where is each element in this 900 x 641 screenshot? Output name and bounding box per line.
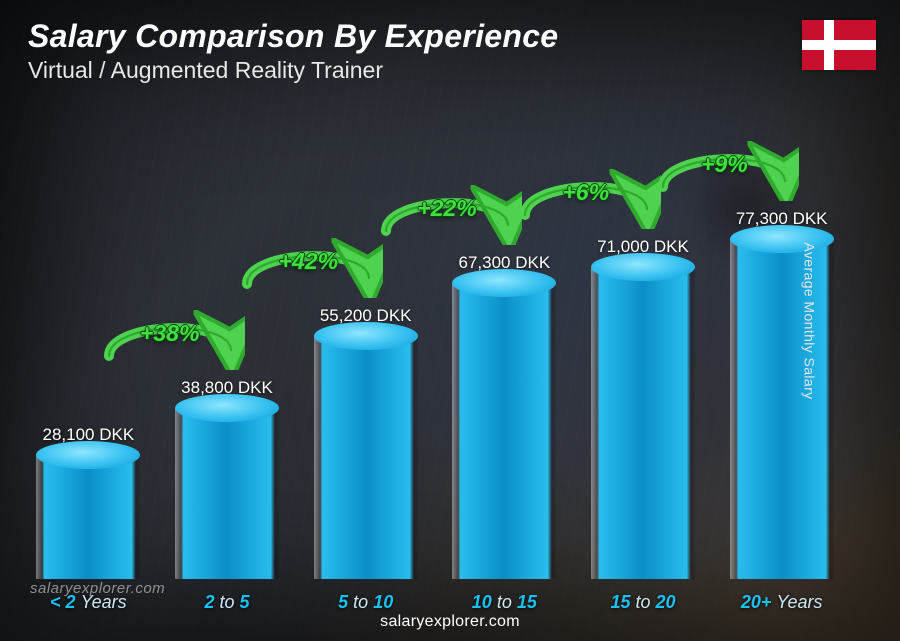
pct-increase: +22% bbox=[372, 183, 522, 245]
pct-label: +6% bbox=[562, 179, 609, 206]
bar-category-label: 10 to 15 bbox=[472, 592, 537, 613]
bar-top-ellipse bbox=[36, 441, 140, 469]
y-axis-label: Average Monthly Salary bbox=[801, 242, 817, 399]
bar-body bbox=[175, 408, 279, 579]
bar-category-label: 20+ Years bbox=[741, 592, 823, 613]
bar-column: 28,100 DKK < 2 Years bbox=[30, 425, 147, 579]
footer-link: salaryexplorer.com bbox=[0, 613, 900, 631]
increase-arrow-icon bbox=[95, 308, 245, 370]
bar-column: +22% 67,300 DKK 10 to 15 bbox=[446, 253, 563, 579]
bar-body bbox=[314, 336, 418, 579]
pct-increase: +6% bbox=[511, 167, 661, 229]
bar-category-label: 2 to 5 bbox=[204, 592, 249, 613]
bar-top-ellipse bbox=[730, 225, 834, 253]
bar-column: +38% 38,800 DKK 2 to 5 bbox=[169, 378, 286, 579]
flag-denmark-icon bbox=[802, 20, 876, 70]
bar-column: +6% 71,000 DKK 15 to 20 bbox=[585, 237, 702, 579]
bar-body bbox=[452, 283, 556, 579]
pct-increase: +38% bbox=[95, 308, 245, 370]
bar-body bbox=[591, 267, 695, 579]
bar bbox=[730, 239, 834, 579]
bar-column: +9% 77,300 DKK 20+ Years bbox=[723, 209, 840, 579]
pct-label: +9% bbox=[701, 151, 748, 178]
bar bbox=[175, 408, 279, 579]
pct-increase: +9% bbox=[649, 139, 799, 201]
pct-label: +22% bbox=[417, 195, 476, 222]
bar bbox=[36, 455, 140, 579]
increase-arrow-icon bbox=[372, 183, 522, 245]
bar-column: +42% 55,200 DKK 5 to 10 bbox=[307, 306, 424, 579]
bar-top-ellipse bbox=[175, 394, 279, 422]
header: Salary Comparison By Experience Virtual … bbox=[28, 18, 872, 84]
bar-body bbox=[36, 455, 140, 579]
increase-arrow-icon bbox=[233, 236, 383, 298]
page-title: Salary Comparison By Experience bbox=[28, 18, 872, 55]
bar-body bbox=[730, 239, 834, 579]
bar bbox=[452, 283, 556, 579]
pct-increase: +42% bbox=[233, 236, 383, 298]
page-subtitle: Virtual / Augmented Reality Trainer bbox=[28, 57, 872, 84]
bar-category-label: 15 to 20 bbox=[610, 592, 675, 613]
bar bbox=[591, 267, 695, 579]
bar bbox=[314, 336, 418, 579]
bar-top-ellipse bbox=[452, 269, 556, 297]
increase-arrow-icon bbox=[511, 167, 661, 229]
bar-category-label: 5 to 10 bbox=[338, 592, 393, 613]
increase-arrow-icon bbox=[649, 139, 799, 201]
watermark-text: salaryexplorer.com bbox=[30, 580, 165, 597]
pct-label: +42% bbox=[279, 248, 338, 275]
bar-top-ellipse bbox=[314, 322, 418, 350]
pct-label: +38% bbox=[140, 320, 199, 347]
salary-bar-chart: 28,100 DKK < 2 Years +38% 38,800 DKK 2 t… bbox=[30, 99, 840, 579]
bar-top-ellipse bbox=[591, 253, 695, 281]
